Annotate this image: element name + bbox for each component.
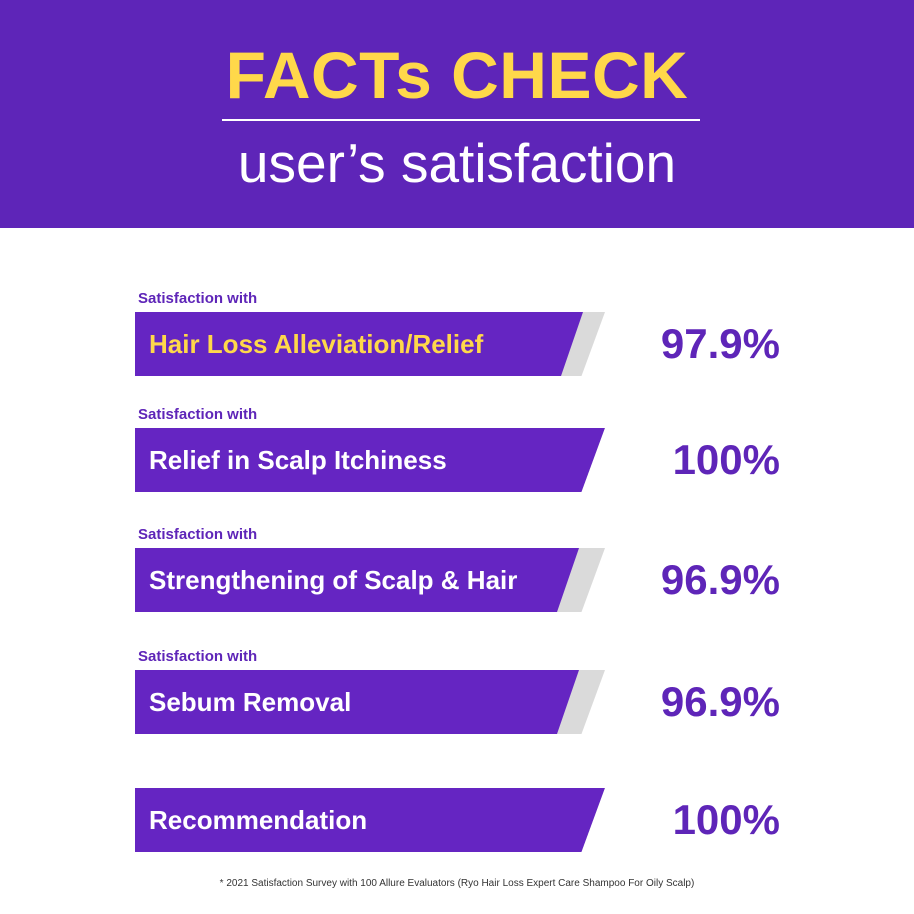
bar <box>135 788 605 852</box>
bar <box>135 548 579 612</box>
bar-label: Hair Loss Alleviation/Relief <box>149 329 484 359</box>
row-caption: Satisfaction with <box>138 290 258 307</box>
row-caption: Satisfaction with <box>138 406 258 423</box>
footnote: * 2021 Satisfaction Survey with 100 Allu… <box>219 878 695 889</box>
row-caption: Satisfaction with <box>138 526 258 543</box>
chart-row: Satisfaction with Relief in Scalp Itchine… <box>0 406 914 516</box>
value-label: 100% <box>672 436 780 483</box>
bar-label: Relief in Scalp Itchiness <box>149 445 447 475</box>
bar <box>135 428 605 492</box>
bar <box>135 312 583 376</box>
value-label: 100% <box>672 796 780 843</box>
bar-track: Sebum Removal <box>135 670 605 734</box>
page-title: FACTs CHECK <box>225 38 689 112</box>
page-subtitle: user’s satisfaction <box>237 132 677 194</box>
title-divider <box>222 119 700 121</box>
header-banner: FACTs CHECK user’s satisfaction <box>0 0 914 228</box>
bar-label: Sebum Removal <box>149 687 352 717</box>
chart-row: Satisfaction with Strengthening of Scalp … <box>0 526 914 636</box>
bar-label: Recommendation <box>149 805 368 835</box>
value-label: 97.9% <box>660 320 780 367</box>
satisfaction-chart: Satisfaction with Hair Loss Alleviation/R… <box>0 228 914 914</box>
bar <box>135 670 579 734</box>
bar-track: Hair Loss Alleviation/Relief <box>135 312 605 376</box>
bar-track: Relief in Scalp Itchiness <box>135 428 605 492</box>
bar-track: Strengthening of Scalp & Hair <box>135 548 605 612</box>
value-label: 96.9% <box>660 678 780 725</box>
value-label: 96.9% <box>660 556 780 603</box>
bar-label: Strengthening of Scalp & Hair <box>149 565 518 595</box>
chart-row: Satisfaction with Hair Loss Alleviation/R… <box>0 290 914 400</box>
chart-row: Recommendation 100% <box>0 766 914 876</box>
chart-row: Satisfaction with Sebum Removal 96.9% <box>0 648 914 758</box>
row-caption: Satisfaction with <box>138 648 258 665</box>
bar-track: Recommendation <box>135 788 605 852</box>
